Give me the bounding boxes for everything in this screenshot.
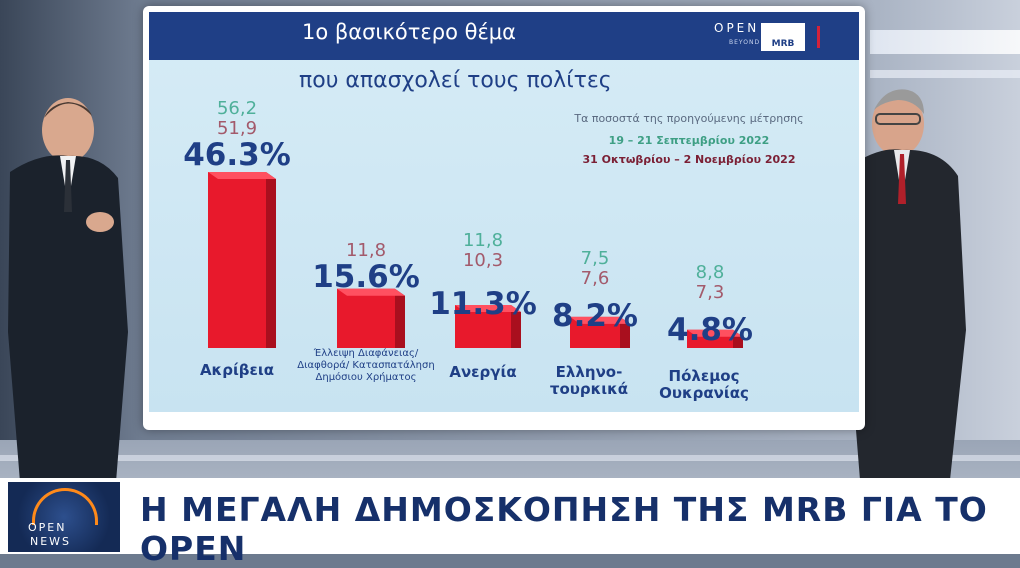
previous-date-maroon: 31 Οκτωβρίου – 2 Νοεμβρίου 2022: [582, 153, 796, 166]
chart-title: 1ο βασικότερο θέμα: [301, 20, 517, 44]
studio-light: [0, 455, 1020, 461]
prev-maroon-label: 7,6: [580, 268, 610, 289]
prev-green-label: 56,2: [216, 98, 258, 119]
ticker-logo-news: NEWS: [30, 535, 72, 548]
prev-green-label: 7,5: [580, 248, 610, 269]
bar-front: [455, 305, 511, 348]
logo-divider: [817, 26, 820, 48]
prev-green-label: 8,8: [695, 262, 725, 283]
bar-top: [570, 316, 630, 324]
bar-4: [570, 316, 630, 348]
chart-panel: 1ο βασικότερο θέμα OPEN BEYOND MRB που α…: [149, 12, 859, 412]
bar-5: [687, 329, 743, 348]
bar-top: [337, 288, 405, 296]
mrb-logo: MRB: [761, 23, 805, 51]
news-ticker: [0, 478, 1020, 554]
value-label: 46.3%: [183, 137, 291, 173]
value-label: 11.3%: [429, 286, 537, 322]
previous-note-label: Τα ποσοστά της προηγούμενης μέτρησης: [574, 112, 804, 125]
bar-front: [208, 172, 266, 348]
chart-header: 1ο βασικότερο θέμα OPEN BEYOND MRB: [149, 12, 859, 60]
prev-green-label: 11,8: [462, 230, 504, 251]
category-label: Πόλεμος Ουκρανίας: [659, 367, 749, 402]
bar-side: [620, 316, 630, 348]
presenter-left: [8, 98, 128, 482]
bar-side: [266, 172, 276, 348]
category-label: Ελληνο- τουρκικά: [549, 363, 629, 398]
ticker-logo-open: OPEN: [28, 521, 67, 534]
prev-maroon-label: 10,3: [462, 250, 504, 271]
category-label: Έλλειψη Διαφάνειας/ Διαφθορά/ Κατασπατάλ…: [297, 348, 435, 383]
prev-maroon-label: 51,9: [216, 118, 258, 139]
bar-top: [455, 305, 521, 313]
open-logo: OPEN: [714, 21, 760, 35]
bar-front: [337, 288, 395, 348]
bar-1: [208, 172, 276, 348]
value-label: 8.2%: [552, 298, 638, 334]
bar-side: [511, 305, 521, 348]
bar-3: [455, 305, 521, 348]
bar-2: [337, 288, 405, 348]
previous-date-green: 19 – 21 Σεπτεμβρίου 2022: [608, 134, 770, 147]
open-logo-sub: BEYOND: [729, 39, 761, 46]
category-label: Ακρίβεια: [199, 361, 275, 379]
chart-screen: 1ο βασικότερο θέμα OPEN BEYOND MRB που α…: [143, 6, 865, 430]
prev-maroon-label: 7,3: [695, 282, 725, 303]
bar-top: [208, 172, 276, 180]
value-label: 15.6%: [312, 259, 420, 295]
studio-light: [870, 30, 1020, 54]
ticker-headline: Η ΜΕΓΑΛΗ ΔΗΜΟΣΚΟΠΗΣΗ ΤΗΣ MRB ΓΙΑ ΤΟ OPEN: [140, 490, 988, 568]
prev-maroon-label: 11,8: [345, 240, 387, 261]
studio-light: [870, 70, 1020, 78]
bar-top: [687, 329, 743, 337]
chart-subtitle: που απασχολεί τους πολίτες: [299, 68, 612, 93]
bar-chart: [208, 172, 743, 348]
category-label: Ανεργία: [449, 363, 517, 381]
value-label: 4.8%: [667, 312, 753, 348]
bar-side: [395, 288, 405, 348]
